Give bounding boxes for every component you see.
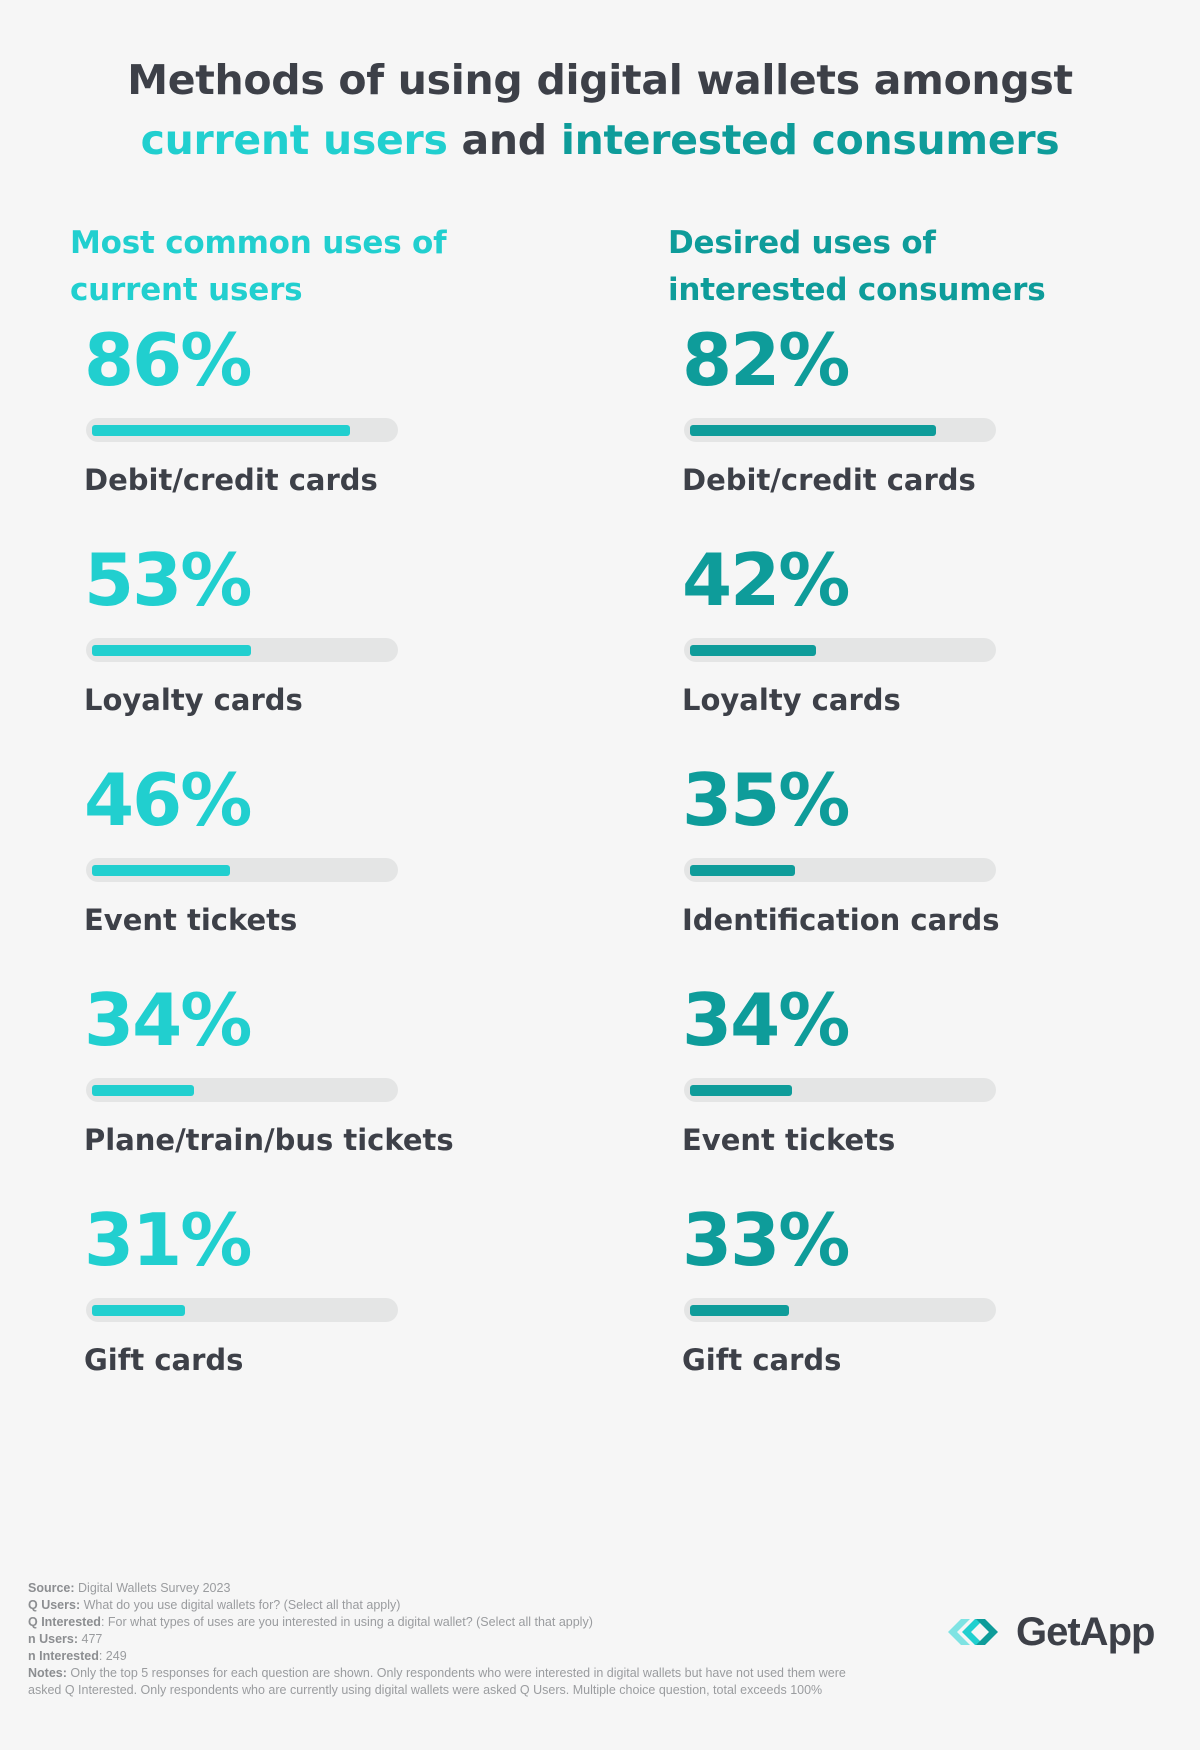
interested-consumers-value-label: 34% — [682, 978, 850, 1062]
current-users-category-label: Plane/train/bus tickets — [84, 1123, 454, 1157]
source-text: Digital Wallets Survey 2023 — [74, 1581, 231, 1595]
n-users-note: n Users: 477 — [28, 1631, 868, 1648]
interested-consumers-bar-track — [684, 418, 996, 442]
current-users-category-label: Loyalty cards — [84, 683, 303, 717]
current-users-category-label: Debit/credit cards — [84, 463, 378, 497]
title-interested-consumers: interested consumers — [560, 116, 1060, 164]
getapp-chevrons-icon — [948, 1619, 998, 1645]
current-users-column: Most common uses of current users 86% Deb… — [70, 220, 570, 1377]
interested-consumers-bar-track — [684, 638, 996, 662]
current-users-heading-line-1: Most common uses of — [70, 225, 447, 261]
n-users-text: 477 — [78, 1632, 103, 1646]
current-users-bar-item: 46% Event tickets — [84, 760, 504, 970]
current-users-value-label: 34% — [84, 978, 252, 1062]
getapp-logo-text: GetApp — [1016, 1609, 1155, 1654]
title-line-1: Methods of using digital wallets amongst — [127, 56, 1073, 104]
q-users-text: What do you use digital wallets for? (Se… — [80, 1598, 401, 1612]
current-users-heading-line-2: current users — [70, 272, 303, 308]
source-note: Source: Digital Wallets Survey 2023 — [28, 1580, 868, 1597]
n-interested-note: n Interested: 249 — [28, 1648, 868, 1665]
current-users-bar-track — [86, 638, 398, 662]
interested-consumers-bar — [690, 1085, 792, 1096]
getapp-logo: GetApp — [948, 1608, 1155, 1656]
current-users-heading: Most common uses of current users — [70, 220, 570, 314]
interested-consumers-bar-item: 34% Event tickets — [682, 980, 1102, 1190]
notes-label: Notes: — [28, 1666, 67, 1680]
current-users-bar-track — [86, 1298, 398, 1322]
current-users-category-label: Event tickets — [84, 903, 298, 937]
q-interested-label: Q Interested — [28, 1615, 101, 1629]
current-users-value-label: 46% — [84, 758, 252, 842]
interested-consumers-bar — [690, 645, 816, 656]
source-label: Source: — [28, 1581, 75, 1595]
interested-consumers-bar-track — [684, 858, 996, 882]
current-users-bar-item: 31% Gift cards — [84, 1200, 504, 1410]
current-users-value-label: 31% — [84, 1198, 252, 1282]
chart-title: Methods of using digital wallets amongst… — [0, 50, 1200, 170]
current-users-bar — [92, 865, 230, 876]
title-and: and — [447, 116, 561, 164]
interested-consumers-bar — [690, 1305, 789, 1316]
title-line-2: current users and interested consumers — [0, 110, 1200, 170]
interested-consumers-bar-track — [684, 1298, 996, 1322]
interested-consumers-category-label: Loyalty cards — [682, 683, 901, 717]
interested-consumers-value-label: 35% — [682, 758, 850, 842]
interested-consumers-column: Desired uses of interested consumers 82%… — [668, 220, 1168, 1377]
current-users-bar-track — [86, 1078, 398, 1102]
current-users-bar-item: 86% Debit/credit cards — [84, 320, 504, 530]
interested-consumers-heading-line-2: interested consumers — [668, 272, 1046, 308]
interested-consumers-value-label: 82% — [682, 318, 850, 402]
n-users-label: n Users: — [28, 1632, 79, 1646]
notes-note: Notes: Only the top 5 responses for each… — [28, 1665, 868, 1699]
interested-consumers-bar-item: 42% Loyalty cards — [682, 540, 1102, 750]
current-users-bar — [92, 1085, 194, 1096]
q-users-note: Q Users: What do you use digital wallets… — [28, 1597, 868, 1614]
current-users-category-label: Gift cards — [84, 1343, 244, 1377]
interested-consumers-category-label: Identification cards — [682, 903, 1000, 937]
notes-text: Only the top 5 responses for each questi… — [28, 1666, 846, 1697]
current-users-bar-item: 34% Plane/train/bus tickets — [84, 980, 504, 1190]
interested-consumers-bar-item: 82% Debit/credit cards — [682, 320, 1102, 530]
interested-consumers-heading: Desired uses of interested consumers — [668, 220, 1168, 314]
n-interested-label: n Interested — [28, 1649, 99, 1663]
current-users-bar-item: 53% Loyalty cards — [84, 540, 504, 750]
interested-consumers-heading-line-1: Desired uses of — [668, 225, 936, 261]
current-users-value-label: 53% — [84, 538, 252, 622]
current-users-bar — [92, 425, 350, 436]
q-users-label: Q Users: — [28, 1598, 81, 1612]
title-current-users: current users — [140, 116, 448, 164]
interested-consumers-category-label: Gift cards — [682, 1343, 842, 1377]
interested-consumers-bar — [690, 425, 936, 436]
interested-consumers-category-label: Debit/credit cards — [682, 463, 976, 497]
current-users-bar-track — [86, 858, 398, 882]
interested-consumers-bar-item: 35% Identification cards — [682, 760, 1102, 970]
interested-consumers-category-label: Event tickets — [682, 1123, 896, 1157]
interested-consumers-bar-track — [684, 1078, 996, 1102]
current-users-bar-track — [86, 418, 398, 442]
survey-notes: Source: Digital Wallets Survey 2023 Q Us… — [28, 1580, 868, 1699]
q-interested-text: : For what types of uses are you interes… — [100, 1615, 593, 1629]
interested-consumers-bar-item: 33% Gift cards — [682, 1200, 1102, 1410]
current-users-value-label: 86% — [84, 318, 252, 402]
n-interested-text: : 249 — [98, 1649, 127, 1663]
current-users-bar — [92, 645, 251, 656]
interested-consumers-bar — [690, 865, 795, 876]
q-interested-note: Q Interested: For what types of uses are… — [28, 1614, 868, 1631]
interested-consumers-value-label: 42% — [682, 538, 850, 622]
interested-consumers-value-label: 33% — [682, 1198, 850, 1282]
current-users-bar — [92, 1305, 185, 1316]
